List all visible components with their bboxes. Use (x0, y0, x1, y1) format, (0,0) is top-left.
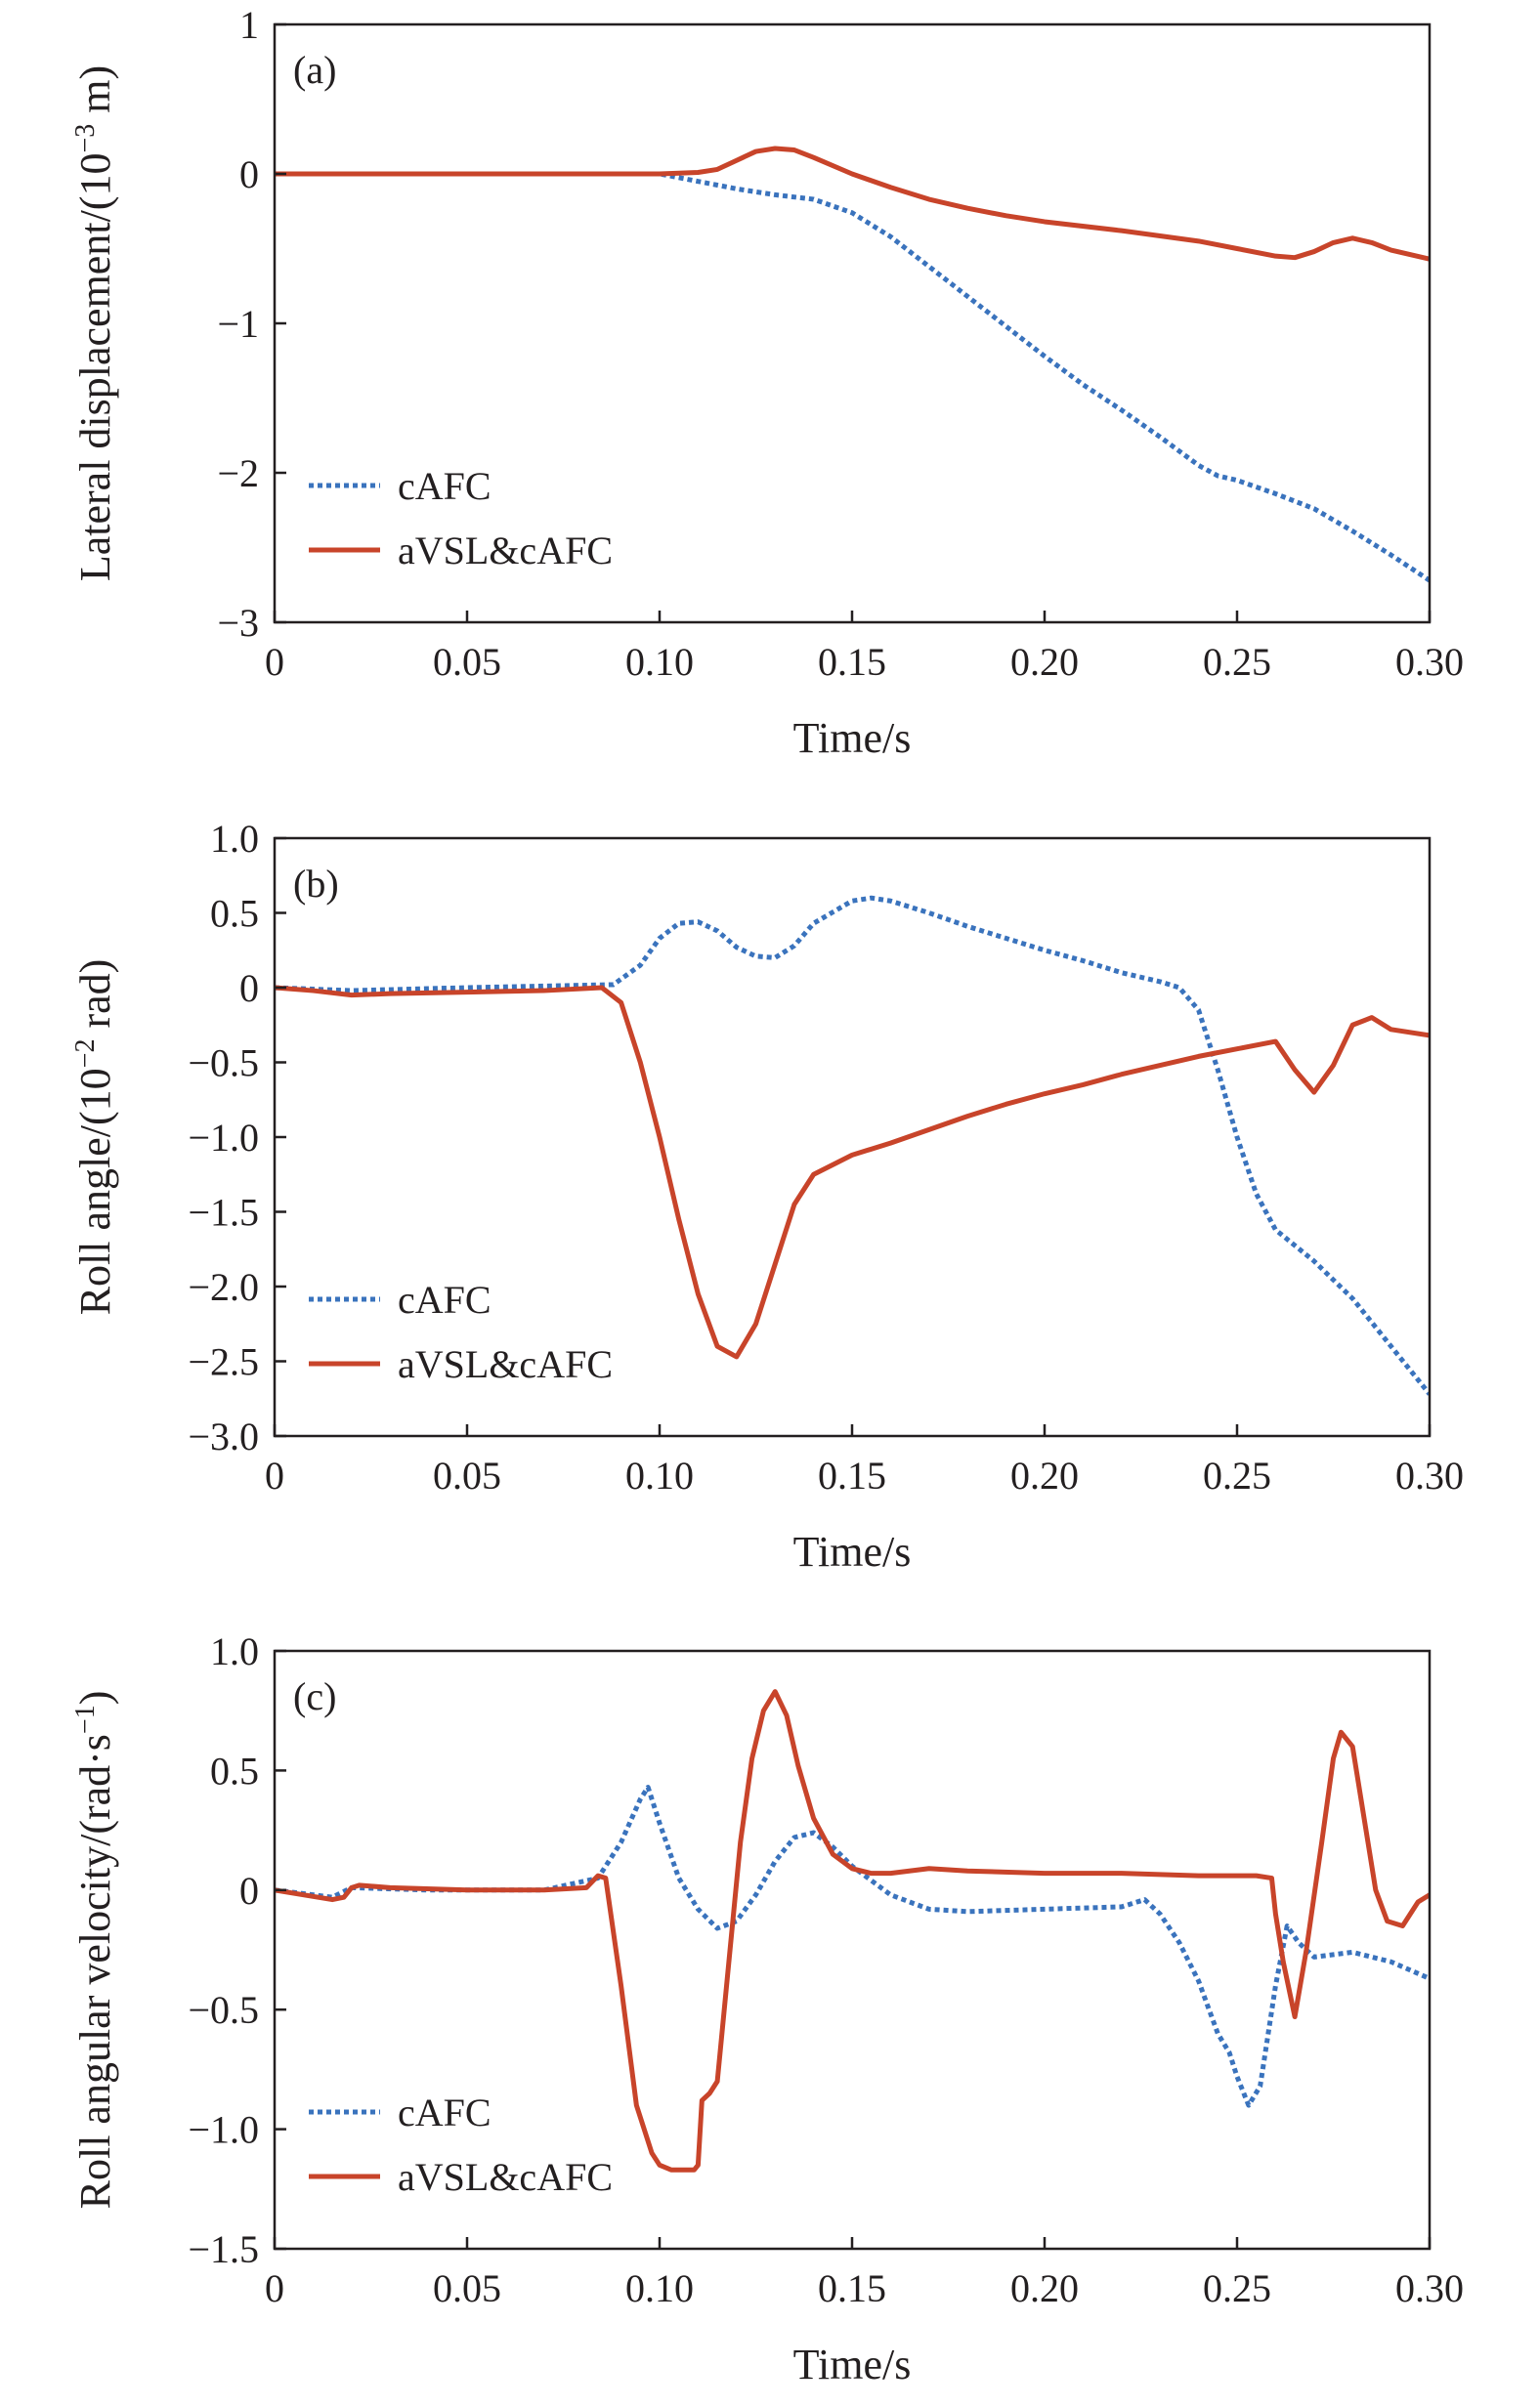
y-tick-label: −2 (217, 451, 259, 495)
y-tick-label: 1.0 (210, 1629, 259, 1673)
y-tick-label: 1.0 (210, 817, 259, 861)
x-axis-title: Time/s (793, 714, 912, 762)
x-tick-label: 0 (265, 640, 284, 684)
y-axis-title-end: ) (71, 1691, 119, 1706)
y-tick-label: 0.5 (210, 892, 259, 936)
x-tick-label: 0.20 (1010, 1454, 1079, 1498)
y-tick-label: −1.0 (188, 1116, 259, 1160)
series-line-avsl-cafc (275, 146, 1430, 262)
series-line-avsl-cafc (275, 985, 1430, 1360)
y-axis-title-end: rad) (71, 959, 119, 1039)
x-tick-label: 0.10 (625, 2266, 694, 2310)
legend-label: cAFC (398, 464, 492, 508)
x-tick-label: 0.10 (625, 1454, 694, 1498)
x-tick-label: 0.05 (433, 1454, 501, 1498)
x-tick-label: 0.20 (1010, 640, 1079, 684)
panel-label: (b) (293, 862, 339, 906)
y-tick-label: −1.0 (188, 2108, 259, 2152)
y-axis-title-main: Roll angular velocity/(rad·s (71, 1734, 119, 2209)
y-axis-title-end: m) (71, 65, 119, 124)
chart-panel-c: 0 0.05 0.10 0.15 0.20 0.25 0.30 −1.5 −1.0 −0.5 0 0.… (70, 1629, 1464, 2388)
x-axis-title: Time/s (793, 2341, 912, 2388)
y-axis-title-superscript: −1 (70, 1705, 101, 1734)
x-tick-label: 0.15 (818, 2266, 886, 2310)
legend: cAFC aVSL&cAFC (309, 464, 613, 572)
x-tick-label: 0.30 (1395, 640, 1464, 684)
legend-label: aVSL&cAFC (398, 2155, 613, 2199)
y-tick-label: −2.5 (188, 1340, 259, 1384)
panel-label: (c) (293, 1674, 336, 1718)
y-tick-label: −1.5 (188, 1191, 259, 1235)
y-axis-title-superscript: −2 (70, 1039, 101, 1069)
series-line-cafc (275, 895, 1430, 1396)
y-tick-label: 1 (239, 3, 259, 47)
y-tick-label: −1.5 (188, 2227, 259, 2271)
legend-label: cAFC (398, 1278, 492, 1322)
legend-label: aVSL&cAFC (398, 528, 613, 572)
x-tick-label: 0.20 (1010, 2266, 1079, 2310)
y-tick-label: −3 (217, 601, 259, 645)
x-tick-label: 0.30 (1395, 2266, 1464, 2310)
x-tick-label: 0.05 (433, 640, 501, 684)
x-tick-label: 0 (265, 1454, 284, 1498)
x-tick-label: 0.15 (818, 1454, 886, 1498)
x-tick-label: 0.25 (1203, 2266, 1271, 2310)
y-axis-title-superscript: −3 (70, 124, 101, 153)
x-tick-label: 0.30 (1395, 1454, 1464, 1498)
legend-label: aVSL&cAFC (398, 1342, 613, 1386)
x-tick-label: 0 (265, 2266, 284, 2310)
y-tick-label: 0 (239, 966, 259, 1010)
series-line-cafc (275, 171, 1430, 583)
legend: cAFC aVSL&cAFC (309, 2091, 613, 2199)
x-tick-label: 0.15 (818, 640, 886, 684)
y-tick-label: −1 (217, 302, 259, 346)
y-tick-label: −0.5 (188, 1041, 259, 1085)
y-axis-title: Roll angle/(10−2 rad) (70, 959, 119, 1316)
y-axis-title: Lateral displacement/(10−3 m) (70, 65, 119, 581)
y-tick-label: 0 (239, 1869, 259, 1913)
y-tick-label: 0.5 (210, 1749, 259, 1793)
series-line-avsl-cafc (275, 1689, 1430, 2173)
x-axis-title: Time/s (793, 1528, 912, 1576)
y-tick-label: −2.0 (188, 1265, 259, 1309)
chart-panel-b: 0 0.05 0.10 0.15 0.20 0.25 0.30 −3.0 −2.5 −2.0 −1.… (70, 817, 1464, 1576)
legend: cAFC aVSL&cAFC (309, 1278, 613, 1386)
x-tick-label: 0.10 (625, 640, 694, 684)
y-tick-label: 0 (239, 152, 259, 196)
y-axis-title-main: Roll angle/(10 (71, 1068, 119, 1315)
x-tick-label: 0.25 (1203, 640, 1271, 684)
x-tick-label: 0.25 (1203, 1454, 1271, 1498)
y-tick-label: −3.0 (188, 1415, 259, 1458)
y-axis-title: Roll angular velocity/(rad·s−1) (70, 1691, 119, 2210)
x-tick-label: 0.05 (433, 2266, 501, 2310)
y-axis-title-main: Lateral displacement/(10 (71, 153, 119, 582)
panel-label: (a) (293, 48, 336, 92)
y-tick-label: −0.5 (188, 1988, 259, 2032)
legend-label: cAFC (398, 2091, 492, 2134)
chart-panel-a: 0 0.05 0.10 0.15 0.20 0.25 0.30 −3 −2 −1 0 1 Time/s L… (70, 3, 1464, 762)
